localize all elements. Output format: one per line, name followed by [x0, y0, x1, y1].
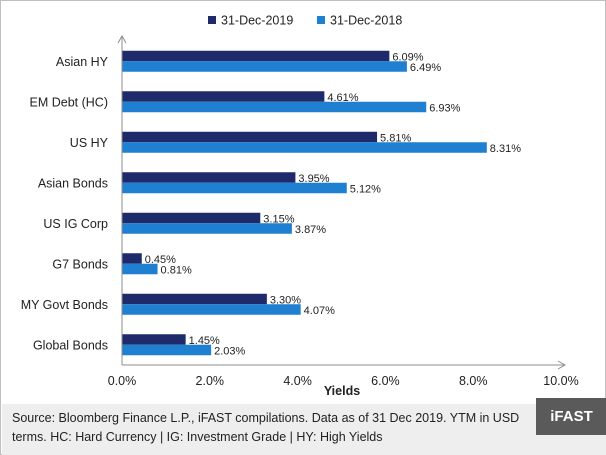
bar [122, 344, 212, 356]
y-axis-arrow [117, 34, 127, 44]
bar [122, 212, 261, 224]
category-label: US HY [70, 136, 109, 150]
category-label: US IG Corp [43, 217, 108, 231]
bar [122, 172, 296, 183]
bar [122, 253, 142, 264]
data-label: 0.45% [145, 254, 176, 266]
x-tick-label: 8.0% [459, 374, 488, 388]
data-label: 5.81% [380, 132, 411, 144]
x-axis-title: Yields [324, 384, 360, 398]
data-label: 6.93% [429, 102, 460, 114]
data-label: 6.49% [410, 62, 441, 74]
category-label: MY Govt Bonds [21, 298, 108, 312]
source-footer: Source: Bloomberg Finance L.P., iFAST co… [2, 404, 606, 455]
data-label: 8.31% [490, 143, 521, 155]
x-tick-label: 4.0% [283, 374, 312, 388]
bar [122, 293, 267, 305]
data-label: 4.07% [304, 305, 335, 317]
legend-swatch [208, 16, 216, 24]
data-label: 6.09% [392, 51, 423, 63]
bar [122, 101, 427, 113]
bar [122, 182, 347, 194]
x-tick-label: 0.0% [108, 374, 137, 388]
data-label: 0.81% [161, 264, 192, 276]
x-tick-label: 10.0% [543, 374, 578, 388]
x-axis-arrow [557, 360, 567, 370]
data-label: 5.12% [350, 183, 381, 195]
legend-label: 31-Dec-2019 [221, 14, 293, 28]
category-label: Asian Bonds [38, 176, 108, 190]
data-label: 3.87% [295, 224, 326, 236]
x-tick-label: 6.0% [371, 374, 400, 388]
data-label: 3.30% [270, 294, 301, 306]
bar [122, 50, 390, 62]
source-note: Source: Bloomberg Finance L.P., iFAST co… [12, 411, 520, 444]
data-label: 4.61% [327, 92, 358, 104]
bar [122, 263, 158, 275]
category-label: Global Bonds [33, 338, 108, 352]
bar-chart: 31-Dec-2019 31-Dec-2018 6.09%6.49% Asian HY… [21, 14, 579, 399]
category-label: Asian HY [56, 55, 109, 69]
bar [122, 142, 487, 153]
legend-label: 31-Dec-2018 [330, 14, 402, 28]
data-label: 3.95% [298, 173, 329, 185]
data-label: 1.45% [189, 335, 220, 347]
bar [122, 223, 292, 234]
data-label: 2.03% [214, 345, 245, 357]
bar [122, 131, 378, 143]
category-label: EM Debt (HC) [30, 95, 108, 109]
x-tick-label: 2.0% [196, 374, 225, 388]
legend-swatch [317, 16, 325, 24]
category-label: G7 Bonds [52, 257, 108, 271]
data-label: 3.15% [263, 213, 294, 225]
bar [122, 304, 301, 315]
ifast-logo: iFAST [536, 398, 606, 435]
bar [122, 91, 325, 102]
bar [122, 61, 407, 72]
bar [122, 334, 186, 345]
